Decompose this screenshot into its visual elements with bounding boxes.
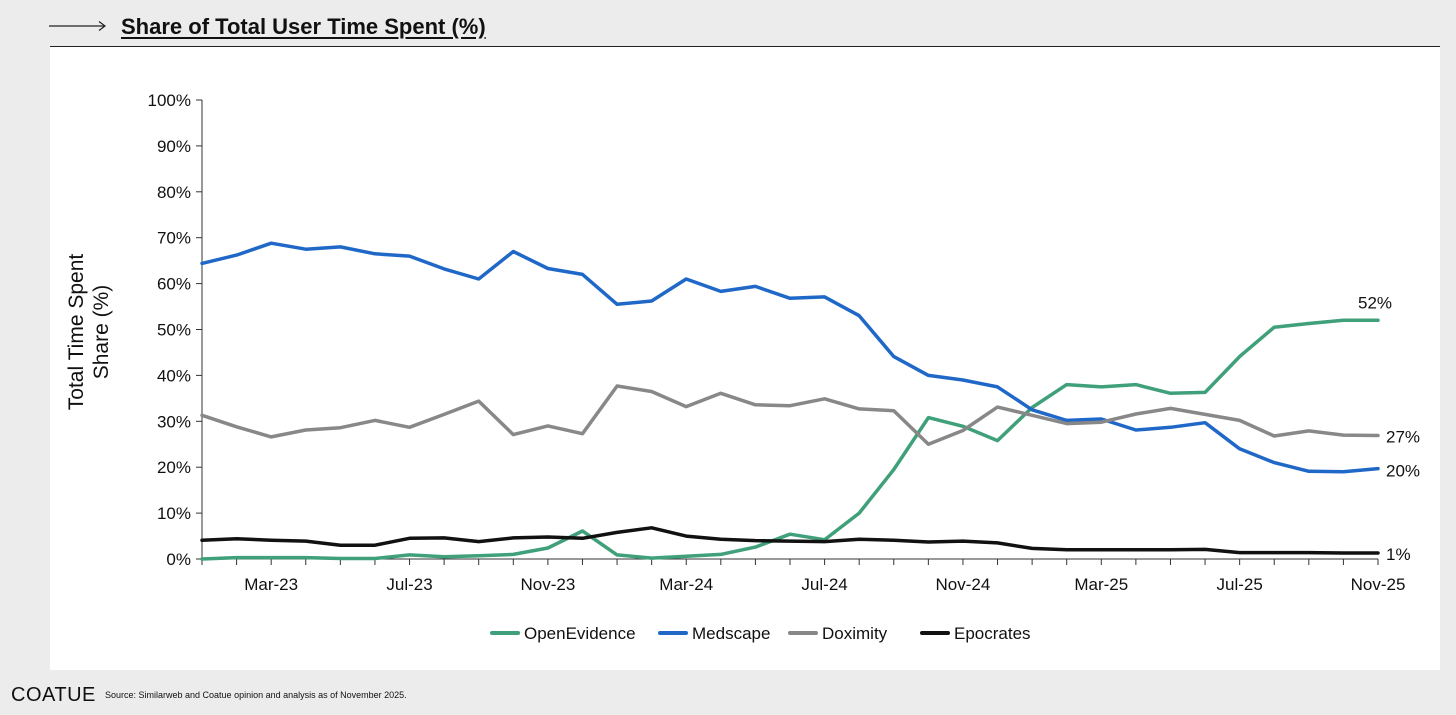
legend-label: Epocrates	[954, 624, 1031, 643]
chart-end-labels: 52% 20% 27% 1%	[1358, 293, 1420, 564]
y-tick-label: 100%	[148, 91, 191, 110]
y-tick-label: 70%	[157, 229, 191, 248]
y-tick-label: 80%	[157, 183, 191, 202]
y-axis-title: Total Time SpentShare (%)	[65, 254, 113, 411]
y-tick-label: 50%	[157, 321, 191, 340]
series-line-doximity	[200, 384, 1380, 447]
x-tick-label: Jul-23	[386, 575, 432, 594]
y-tick-label: 0%	[166, 550, 191, 569]
x-tick-label: Jul-25	[1216, 575, 1262, 594]
y-tick-label: 40%	[157, 366, 191, 385]
line-chart: 0% 10% 20% 30% 40% 50% 60% 70% 80% 90% 100% Mar-23 J…	[65, 91, 1420, 643]
x-tick-label: Mar-25	[1074, 575, 1128, 594]
legend-label: Medscape	[692, 624, 770, 643]
series-line-openevidence	[200, 318, 1380, 561]
header-divider	[50, 46, 1440, 47]
legend-item-medscape: Medscape	[658, 624, 770, 643]
y-tick-label: 10%	[157, 504, 191, 523]
end-label-epocrates: 1%	[1386, 545, 1411, 564]
chart-panel: 0% 10% 20% 30% 40% 50% 60% 70% 80% 90% 100% Mar-23 J…	[50, 47, 1440, 670]
x-tick-label: Nov-23	[520, 575, 575, 594]
x-tick-label: Mar-23	[244, 575, 298, 594]
page-title: Share of Total User Time Spent (%)	[121, 14, 486, 39]
chart-axes: 0% 10% 20% 30% 40% 50% 60% 70% 80% 90% 100% Mar-23 J…	[65, 91, 1405, 594]
x-tick-label: Jul-24	[801, 575, 847, 594]
y-axis-title-line: Share (%)	[90, 285, 113, 380]
y-tick-label: 20%	[157, 458, 191, 477]
end-label-medscape: 20%	[1386, 462, 1420, 481]
source-note: Source: Similarweb and Coatue opinion an…	[105, 690, 407, 700]
x-tick-label: Nov-24	[936, 575, 991, 594]
company-logo: COATUE	[11, 684, 96, 706]
y-tick-label: 90%	[157, 137, 191, 156]
legend-label: Doximity	[822, 624, 888, 643]
legend-item-openevidence: OpenEvidence	[490, 624, 636, 643]
legend-item-epocrates: Epocrates	[920, 624, 1031, 643]
y-tick-label: 60%	[157, 275, 191, 294]
title-arrow-icon	[49, 21, 106, 31]
series-line-epocrates	[200, 526, 1380, 555]
legend-item-doximity: Doximity	[788, 624, 888, 643]
series-line-medscape	[200, 241, 1380, 474]
x-tick-label: Mar-24	[659, 575, 713, 594]
y-tick-label: 30%	[157, 412, 191, 431]
x-tick-label: Nov-25	[1351, 575, 1406, 594]
chart-series	[200, 241, 1380, 561]
y-axis-title-line: Total Time Spent	[65, 254, 88, 411]
legend-label: OpenEvidence	[524, 624, 636, 643]
chart-legend: OpenEvidence Medscape Doximity Epocrates	[490, 624, 1031, 643]
end-label-openevidence: 52%	[1358, 293, 1392, 312]
end-label-doximity: 27%	[1386, 428, 1420, 447]
